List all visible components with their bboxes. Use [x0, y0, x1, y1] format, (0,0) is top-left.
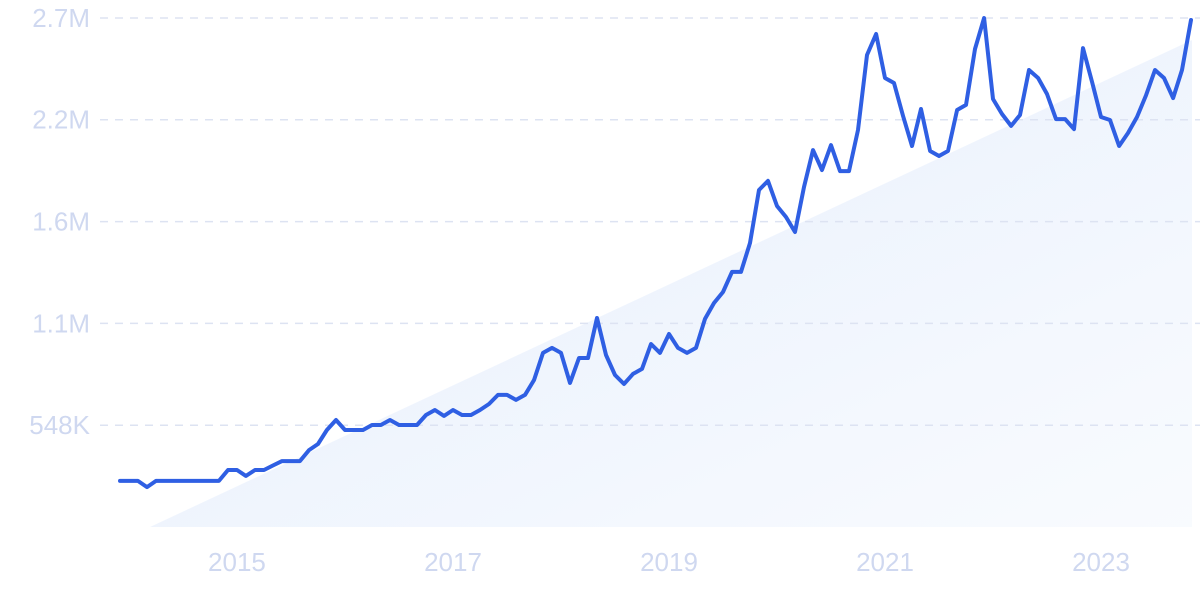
line-series	[118, 16, 1193, 490]
y-tick-label: 2.2M	[32, 105, 90, 135]
x-tick-label: 2021	[856, 547, 914, 577]
labels: 548K 1.1M 1.6M 2.2M 2.7M 2015 2017 2019 2021 2023	[29, 3, 1130, 577]
y-tick-label: 1.1M	[32, 308, 90, 338]
y-tick-label: 2.7M	[32, 3, 90, 33]
x-tick-label: 2015	[208, 547, 266, 577]
background-wedge	[150, 40, 1192, 527]
y-tick-label: 548K	[29, 410, 90, 440]
y-tick-label: 1.6M	[32, 206, 90, 236]
x-tick-label: 2023	[1072, 547, 1130, 577]
plot	[118, 16, 1193, 490]
x-tick-label: 2017	[424, 547, 482, 577]
x-tick-label: 2019	[640, 547, 698, 577]
